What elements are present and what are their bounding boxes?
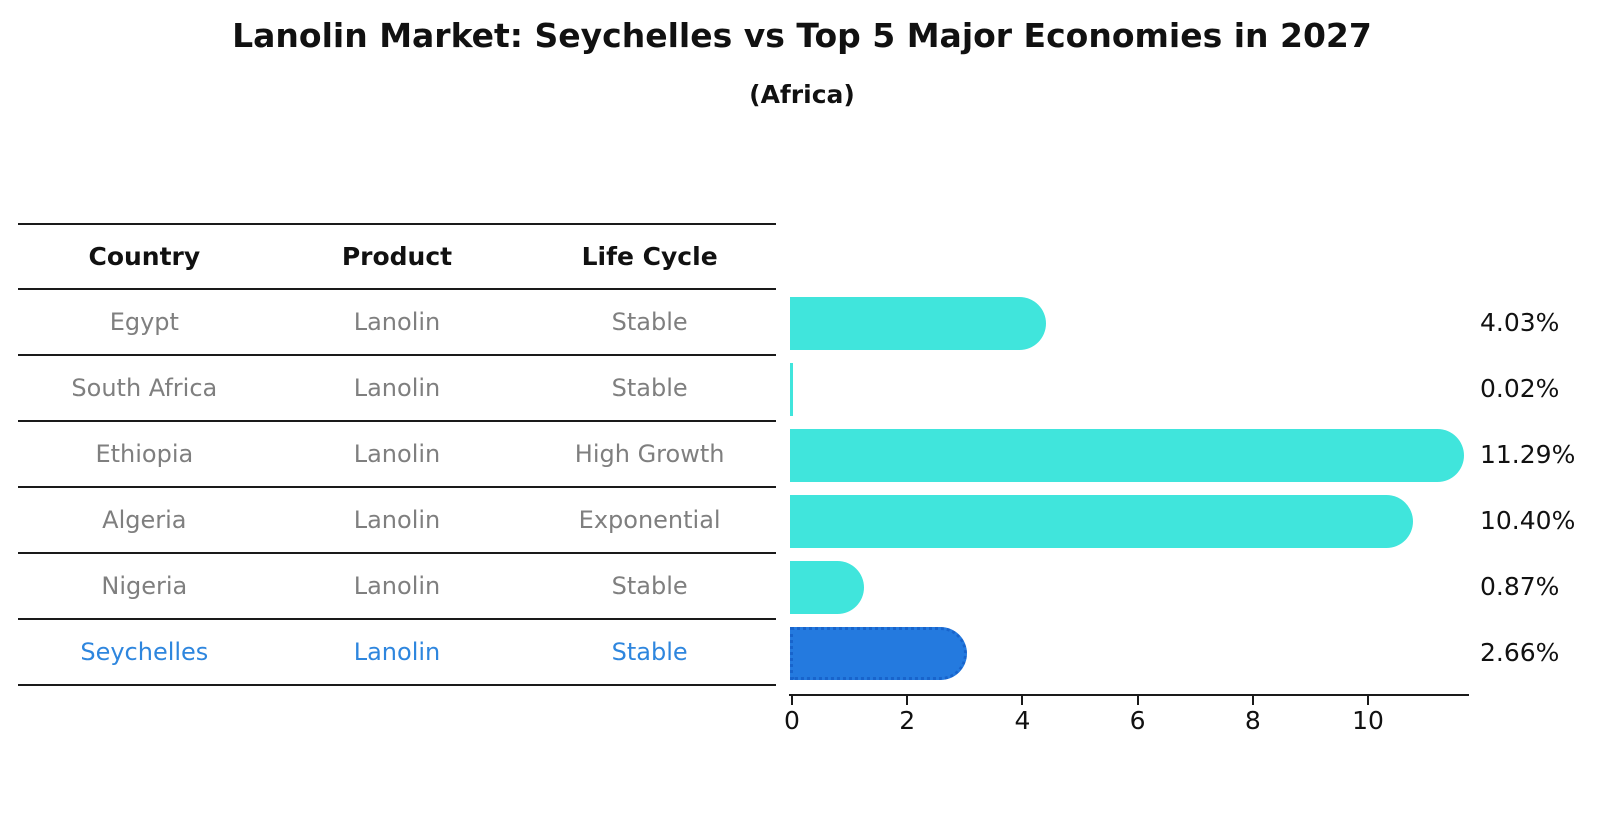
- table-header-product: Product: [341, 242, 453, 271]
- cell-life-cycle: Exponential: [578, 506, 721, 534]
- cell-product: Lanolin: [353, 440, 441, 468]
- cell-product: Lanolin: [353, 308, 441, 336]
- cell-country: Algeria: [102, 506, 187, 534]
- table-row-egypt: Egypt Lanolin Stable: [18, 290, 776, 356]
- cell-country: Egypt: [109, 308, 179, 336]
- country-table: Country Product Life Cycle Egypt Lanolin S…: [18, 223, 776, 686]
- x-axis-tick-mark: [906, 696, 909, 705]
- x-axis-tick-mark: [1251, 696, 1254, 705]
- x-axis-tick-label: 10: [1352, 706, 1384, 735]
- bar-value-label-egypt: 4.03%: [1480, 308, 1560, 337]
- table-row-ethiopia: Ethiopia Lanolin High Growth: [18, 422, 776, 488]
- bar-value-label-seychelles: 2.66%: [1480, 638, 1560, 667]
- x-axis-tick-mark: [1367, 696, 1369, 705]
- bar-nigeria: [790, 560, 865, 614]
- x-axis-tick-label: 4: [1014, 706, 1031, 735]
- chart-subtitle: (Africa): [749, 80, 855, 109]
- chart-title: Lanolin Market: Seychelles vs Top 5 Majo…: [232, 16, 1372, 55]
- cell-life-cycle: Stable: [611, 572, 688, 600]
- bar-value-label-algeria: 10.40%: [1480, 506, 1576, 535]
- cell-life-cycle: Stable: [611, 638, 688, 666]
- bar-ethiopia: [790, 428, 1465, 482]
- x-axis-tick-mark: [1136, 696, 1139, 705]
- bar-value-label-south-africa: 0.02%: [1480, 374, 1560, 403]
- x-axis-tick-label: 2: [899, 706, 916, 735]
- x-axis-tick-label: 6: [1129, 706, 1146, 735]
- table-row-seychelles: Seychelles Lanolin Stable: [18, 620, 776, 686]
- bar-seychelles: [790, 626, 968, 680]
- bar-value-label-ethiopia: 11.29%: [1480, 440, 1576, 469]
- bar-south-africa: [790, 362, 793, 416]
- cell-product: Lanolin: [353, 506, 441, 534]
- cell-product: Lanolin: [353, 572, 441, 600]
- cell-life-cycle: Stable: [611, 308, 688, 336]
- bar-value-label-nigeria: 0.87%: [1480, 572, 1560, 601]
- x-axis-tick-label: 0: [784, 706, 800, 735]
- table-body: Egypt Lanolin Stable South Africa Lanolin Sta…: [18, 290, 776, 686]
- x-axis-line: [789, 694, 1469, 696]
- cell-country: Nigeria: [101, 572, 188, 600]
- table-row-nigeria: Nigeria Lanolin Stable: [18, 554, 776, 620]
- cell-country: South Africa: [71, 374, 218, 402]
- cell-country: Seychelles: [80, 638, 209, 666]
- table-row-algeria: Algeria Lanolin Exponential: [18, 488, 776, 554]
- x-axis-tick-mark: [1021, 696, 1024, 705]
- table-header-row: Country Product Life Cycle: [18, 223, 776, 290]
- cell-product: Lanolin: [353, 638, 441, 666]
- cell-life-cycle: Stable: [611, 374, 688, 402]
- cell-life-cycle: High Growth: [574, 440, 725, 468]
- table-header-lifecycle: Life Cycle: [581, 242, 718, 271]
- cell-country: Ethiopia: [95, 440, 194, 468]
- table-row-south-africa: South Africa Lanolin Stable: [18, 356, 776, 422]
- bar-egypt: [790, 296, 1047, 350]
- bar-algeria: [790, 494, 1414, 548]
- cell-product: Lanolin: [353, 374, 441, 402]
- x-axis-tick-mark: [791, 696, 793, 705]
- x-axis-tick-label: 8: [1244, 706, 1261, 735]
- table-header-country: Country: [88, 242, 201, 271]
